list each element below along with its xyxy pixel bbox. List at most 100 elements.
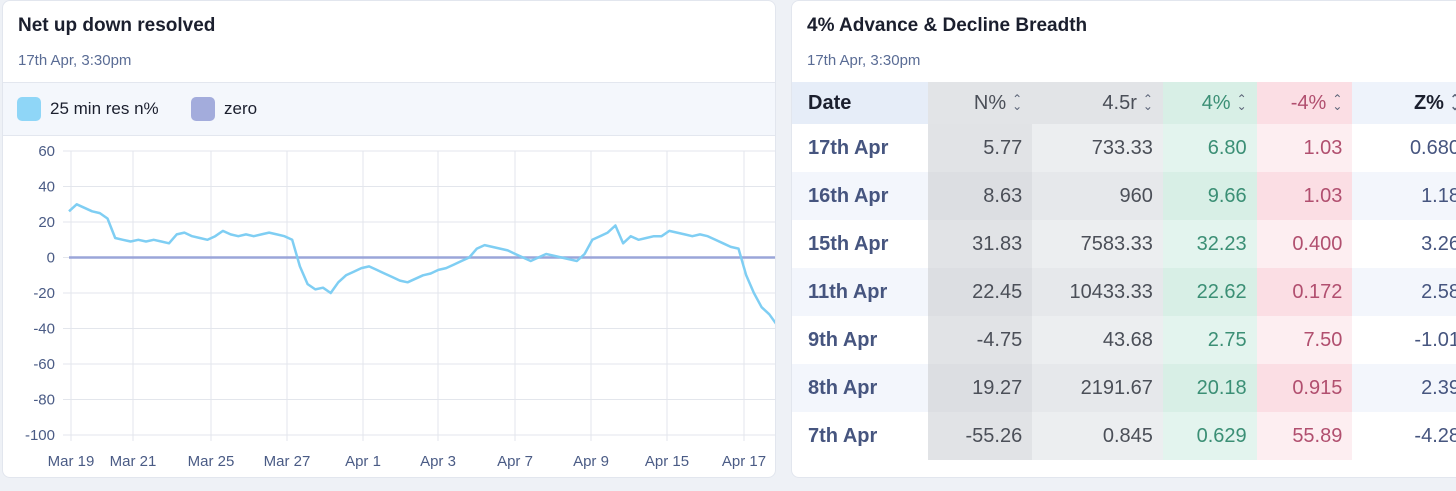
table-cell: 9th Apr <box>792 316 928 364</box>
table-cell: 0.400 <box>1256 220 1353 268</box>
table-cell: 960 <box>1032 172 1163 220</box>
y-tick-label: 20 <box>38 214 55 231</box>
table-cell: 1.03 <box>1256 124 1353 172</box>
x-tick-label: Apr 9 <box>573 453 609 470</box>
chart-timestamp: 17th Apr, 3:30pm <box>18 52 132 69</box>
column-header[interactable]: N% ⌃ ⌄ <box>927 82 1033 124</box>
y-tick-label: -20 <box>33 285 55 302</box>
table-cell: 2.39 <box>1352 364 1456 412</box>
table-cell: 20.18 <box>1162 364 1257 412</box>
sort-updown-icon[interactable]: ⌃⌄ <box>1236 92 1247 114</box>
column-header-label: 4.5r <box>1102 91 1137 114</box>
table-cell: 32.23 <box>1162 220 1257 268</box>
table-cell: 0.915 <box>1256 364 1353 412</box>
table-cell: -4.28 <box>1352 412 1456 460</box>
table-cell: -1.01 <box>1352 316 1456 364</box>
column-header[interactable]: -4% ⌃ ⌄ <box>1256 82 1353 124</box>
column-header-label: -4% <box>1290 91 1327 114</box>
y-tick-label: 40 <box>38 179 55 196</box>
table-cell: 7.50 <box>1256 316 1353 364</box>
table-timestamp: 17th Apr, 3:30pm <box>807 52 921 69</box>
column-header[interactable]: Date <box>792 82 928 124</box>
y-tick-label: -60 <box>33 356 55 373</box>
y-tick-label: -80 <box>33 392 55 409</box>
y-tick-label: -100 <box>25 427 55 444</box>
column-header-label: Z% <box>1413 91 1444 114</box>
breadth-table-card: 4% Advance & Decline Breadth 17th Apr, 3… <box>791 0 1456 478</box>
table-cell: 0.680 <box>1352 124 1456 172</box>
legend-item-series[interactable]: 25 min res n% <box>17 97 159 121</box>
table-cell: 2191.67 <box>1032 364 1163 412</box>
table-cell: 0.629 <box>1162 412 1257 460</box>
legend-label: zero <box>224 99 258 118</box>
table-cell: 55.89 <box>1256 412 1353 460</box>
chart-card: Net up down resolved 17th Apr, 3:30pm 25… <box>2 0 776 478</box>
table-cell: 0.172 <box>1256 268 1353 316</box>
table-cell: 19.27 <box>927 364 1033 412</box>
table-cell: 1.03 <box>1256 172 1353 220</box>
table-cell: 9.66 <box>1162 172 1257 220</box>
table-cell: 31.83 <box>927 220 1033 268</box>
table-cell: 17th Apr <box>792 124 928 172</box>
table-cell: -55.26 <box>927 412 1033 460</box>
table-row[interactable]: 7th Apr -55.26 0.845 0.629 55.89 -4.28 <box>792 412 1456 460</box>
table-cell: 16th Apr <box>792 172 928 220</box>
table-cell: 22.62 <box>1162 268 1257 316</box>
table-cell: 2.58 <box>1352 268 1456 316</box>
table-cell: 11th Apr <box>792 268 928 316</box>
y-tick-label: 60 <box>38 143 55 160</box>
table-row[interactable]: 17th Apr 5.77 733.33 6.80 1.03 0.680 <box>792 124 1456 172</box>
sort-updown-icon[interactable]: ⌃⌄ <box>1450 93 1456 112</box>
table-cell: 1.18 <box>1352 172 1456 220</box>
chart-legend: 25 min res n% zero <box>3 82 775 136</box>
table-cell: 5.77 <box>927 124 1033 172</box>
table-cell: 10433.33 <box>1032 268 1163 316</box>
y-tick-label: -40 <box>33 321 55 338</box>
table-cell: 8.63 <box>927 172 1033 220</box>
x-tick-label: Apr 1 <box>345 453 381 470</box>
table-cell: 0.845 <box>1032 412 1163 460</box>
table-cell: 8th Apr <box>792 364 928 412</box>
x-tick-label: Apr 15 <box>645 453 689 470</box>
column-header-label: N% <box>973 91 1007 114</box>
sort-updown-icon[interactable]: ⌃⌄ <box>1332 92 1343 114</box>
table-cell: 6.80 <box>1162 124 1257 172</box>
column-header-label: 4% <box>1201 91 1231 114</box>
table-cell: 22.45 <box>927 268 1033 316</box>
table-cell: 7th Apr <box>792 412 928 460</box>
series-line-25min-res <box>68 203 775 325</box>
sort-updown-icon[interactable]: ⌃⌄ <box>1142 92 1153 114</box>
column-header[interactable]: 4% ⌃ ⌄ <box>1162 82 1257 124</box>
chart-title: Net up down resolved <box>18 15 216 36</box>
column-header[interactable]: 4.5r ⌃ ⌄ <box>1032 82 1163 124</box>
legend-label: 25 min res n% <box>50 99 159 118</box>
table-cell: 7583.33 <box>1032 220 1163 268</box>
y-tick-label: 0 <box>47 250 55 267</box>
table-cell: 733.33 <box>1032 124 1163 172</box>
x-tick-label: Apr 3 <box>420 453 456 470</box>
table-cell: 3.26 <box>1352 220 1456 268</box>
table-row[interactable]: 9th Apr -4.75 43.68 2.75 7.50 -1.01 <box>792 316 1456 364</box>
legend-swatch <box>17 97 41 121</box>
table-title: 4% Advance & Decline Breadth <box>807 15 1088 36</box>
x-tick-label: Apr 17 <box>722 453 766 470</box>
column-header-label: Date <box>808 91 852 114</box>
table-cell: 43.68 <box>1032 316 1163 364</box>
table-cell: -4.75 <box>927 316 1033 364</box>
legend-item-zero[interactable]: zero <box>191 97 257 121</box>
sort-updown-icon[interactable]: ⌃⌄ <box>1012 92 1023 114</box>
line-chart: 60 40 20 0 -20 -40 -60 -80 -100 Mar 19 Mar 21 Mar 2… <box>25 143 775 470</box>
table-cell: 15th Apr <box>792 220 928 268</box>
x-tick-label: Mar 27 <box>264 453 311 470</box>
x-tick-label: Mar 19 <box>48 453 95 470</box>
x-tick-label: Mar 21 <box>110 453 157 470</box>
column-header[interactable]: Z% ⌃⌄ <box>1352 82 1456 124</box>
legend-swatch <box>191 97 215 121</box>
table-cell: 2.75 <box>1162 316 1257 364</box>
x-tick-label: Apr 7 <box>497 453 533 470</box>
